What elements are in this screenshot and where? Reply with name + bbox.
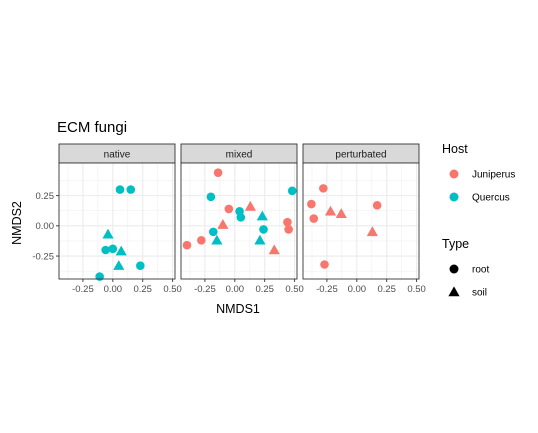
point-quercus-root: [208, 227, 218, 237]
x-tick-label: 0.50: [407, 284, 426, 295]
point-juniperus-root: [284, 225, 293, 234]
point-juniperus-root: [213, 168, 223, 177]
point-quercus-soil: [211, 234, 223, 245]
point-quercus-soil: [115, 245, 127, 256]
point-quercus-soil: [102, 228, 114, 239]
panel-background: [303, 163, 419, 279]
facet-panels: native -0.25 0.00 0.25 0.50 mixed -0.25 0.00 0.2…: [58, 143, 426, 295]
facet-strip-label-perturbated: perturbated: [335, 150, 386, 161]
x-tick-label: 0.00: [348, 284, 367, 295]
chart-title: ECM fungi: [57, 119, 127, 136]
legend-label-root: root: [472, 265, 489, 276]
point-juniperus-root: [320, 260, 329, 269]
legend-label-juniperus: Juniperus: [472, 170, 515, 181]
x-tick-label: -0.25: [72, 284, 94, 295]
point-quercus-root: [206, 192, 216, 202]
x-tick-label: 0.25: [255, 284, 274, 295]
point-quercus-root: [95, 272, 104, 281]
point-quercus-soil: [254, 234, 266, 245]
point-juniperus-root: [224, 204, 234, 214]
facet-strip-label-native: native: [104, 150, 131, 161]
y-tick-label: 0.25: [36, 191, 55, 202]
x-tick-label: 0.50: [285, 284, 304, 295]
point-juniperus-soil: [244, 200, 256, 211]
panel-border: [180, 162, 298, 280]
legend-key-root: [449, 264, 459, 274]
point-quercus-soil: [256, 210, 268, 221]
point-quercus-root: [126, 185, 136, 194]
point-quercus-root: [108, 244, 118, 254]
point-quercus-root: [287, 186, 297, 196]
point-juniperus-soil: [324, 205, 337, 216]
point-juniperus-root: [182, 240, 192, 250]
x-tick-label: -0.25: [194, 284, 216, 295]
point-quercus-soil: [113, 260, 125, 270]
facet-panel-native: native -0.25 0.00 0.25 0.50: [58, 143, 182, 295]
facet-panel-mixed: mixed -0.25 0.00 0.25 0.50: [180, 143, 304, 295]
point-juniperus-root: [197, 236, 206, 245]
legend-key-juniperus: [449, 169, 459, 179]
point-juniperus-root: [319, 184, 328, 193]
y-tick-label: 0.00: [36, 221, 55, 232]
panel-border: [302, 162, 420, 280]
x-tick-label: -0.25: [316, 284, 338, 295]
legend-type-title: Type: [442, 237, 469, 251]
y-tick-label: -0.25: [32, 251, 54, 262]
legend-label-soil: soil: [472, 288, 487, 299]
legend-key-quercus: [449, 192, 459, 202]
point-juniperus-root: [307, 199, 316, 209]
y-axis-label: NMDS2: [10, 201, 24, 245]
x-tick-label: 0.00: [226, 284, 245, 295]
point-juniperus-root: [372, 200, 382, 210]
legend-key-soil: [448, 286, 460, 297]
facet-panel-perturbated: perturbated -0.25 0.00 0.25 0.50: [302, 143, 426, 295]
point-quercus-root: [236, 213, 246, 222]
point-juniperus-soil: [366, 226, 378, 237]
x-tick-label: 0.25: [133, 284, 152, 295]
facet-strip-label-mixed: mixed: [226, 150, 253, 161]
point-juniperus-soil: [335, 208, 347, 218]
legend-host-title: Host: [442, 142, 468, 156]
legend-label-quercus: Quercus: [472, 193, 510, 204]
x-tick-label: 0.50: [163, 284, 182, 295]
y-axis: -0.25 0.00 0.25: [32, 191, 59, 262]
point-juniperus-root: [283, 217, 292, 227]
point-quercus-root: [136, 261, 145, 271]
legend: Host Type Juniperus Quercus root soil: [442, 142, 515, 299]
x-tick-label: 0.25: [377, 284, 396, 295]
panel-border: [58, 162, 176, 280]
x-axis-label: NMDS1: [216, 302, 260, 316]
point-juniperus-soil: [268, 244, 280, 255]
point-quercus-root: [101, 245, 110, 255]
point-quercus-root: [259, 225, 268, 234]
point-juniperus-soil: [217, 219, 229, 229]
point-juniperus-root: [309, 214, 319, 223]
point-quercus-root: [115, 185, 125, 194]
x-tick-label: 0.00: [104, 284, 123, 295]
panel-background: [59, 163, 175, 279]
